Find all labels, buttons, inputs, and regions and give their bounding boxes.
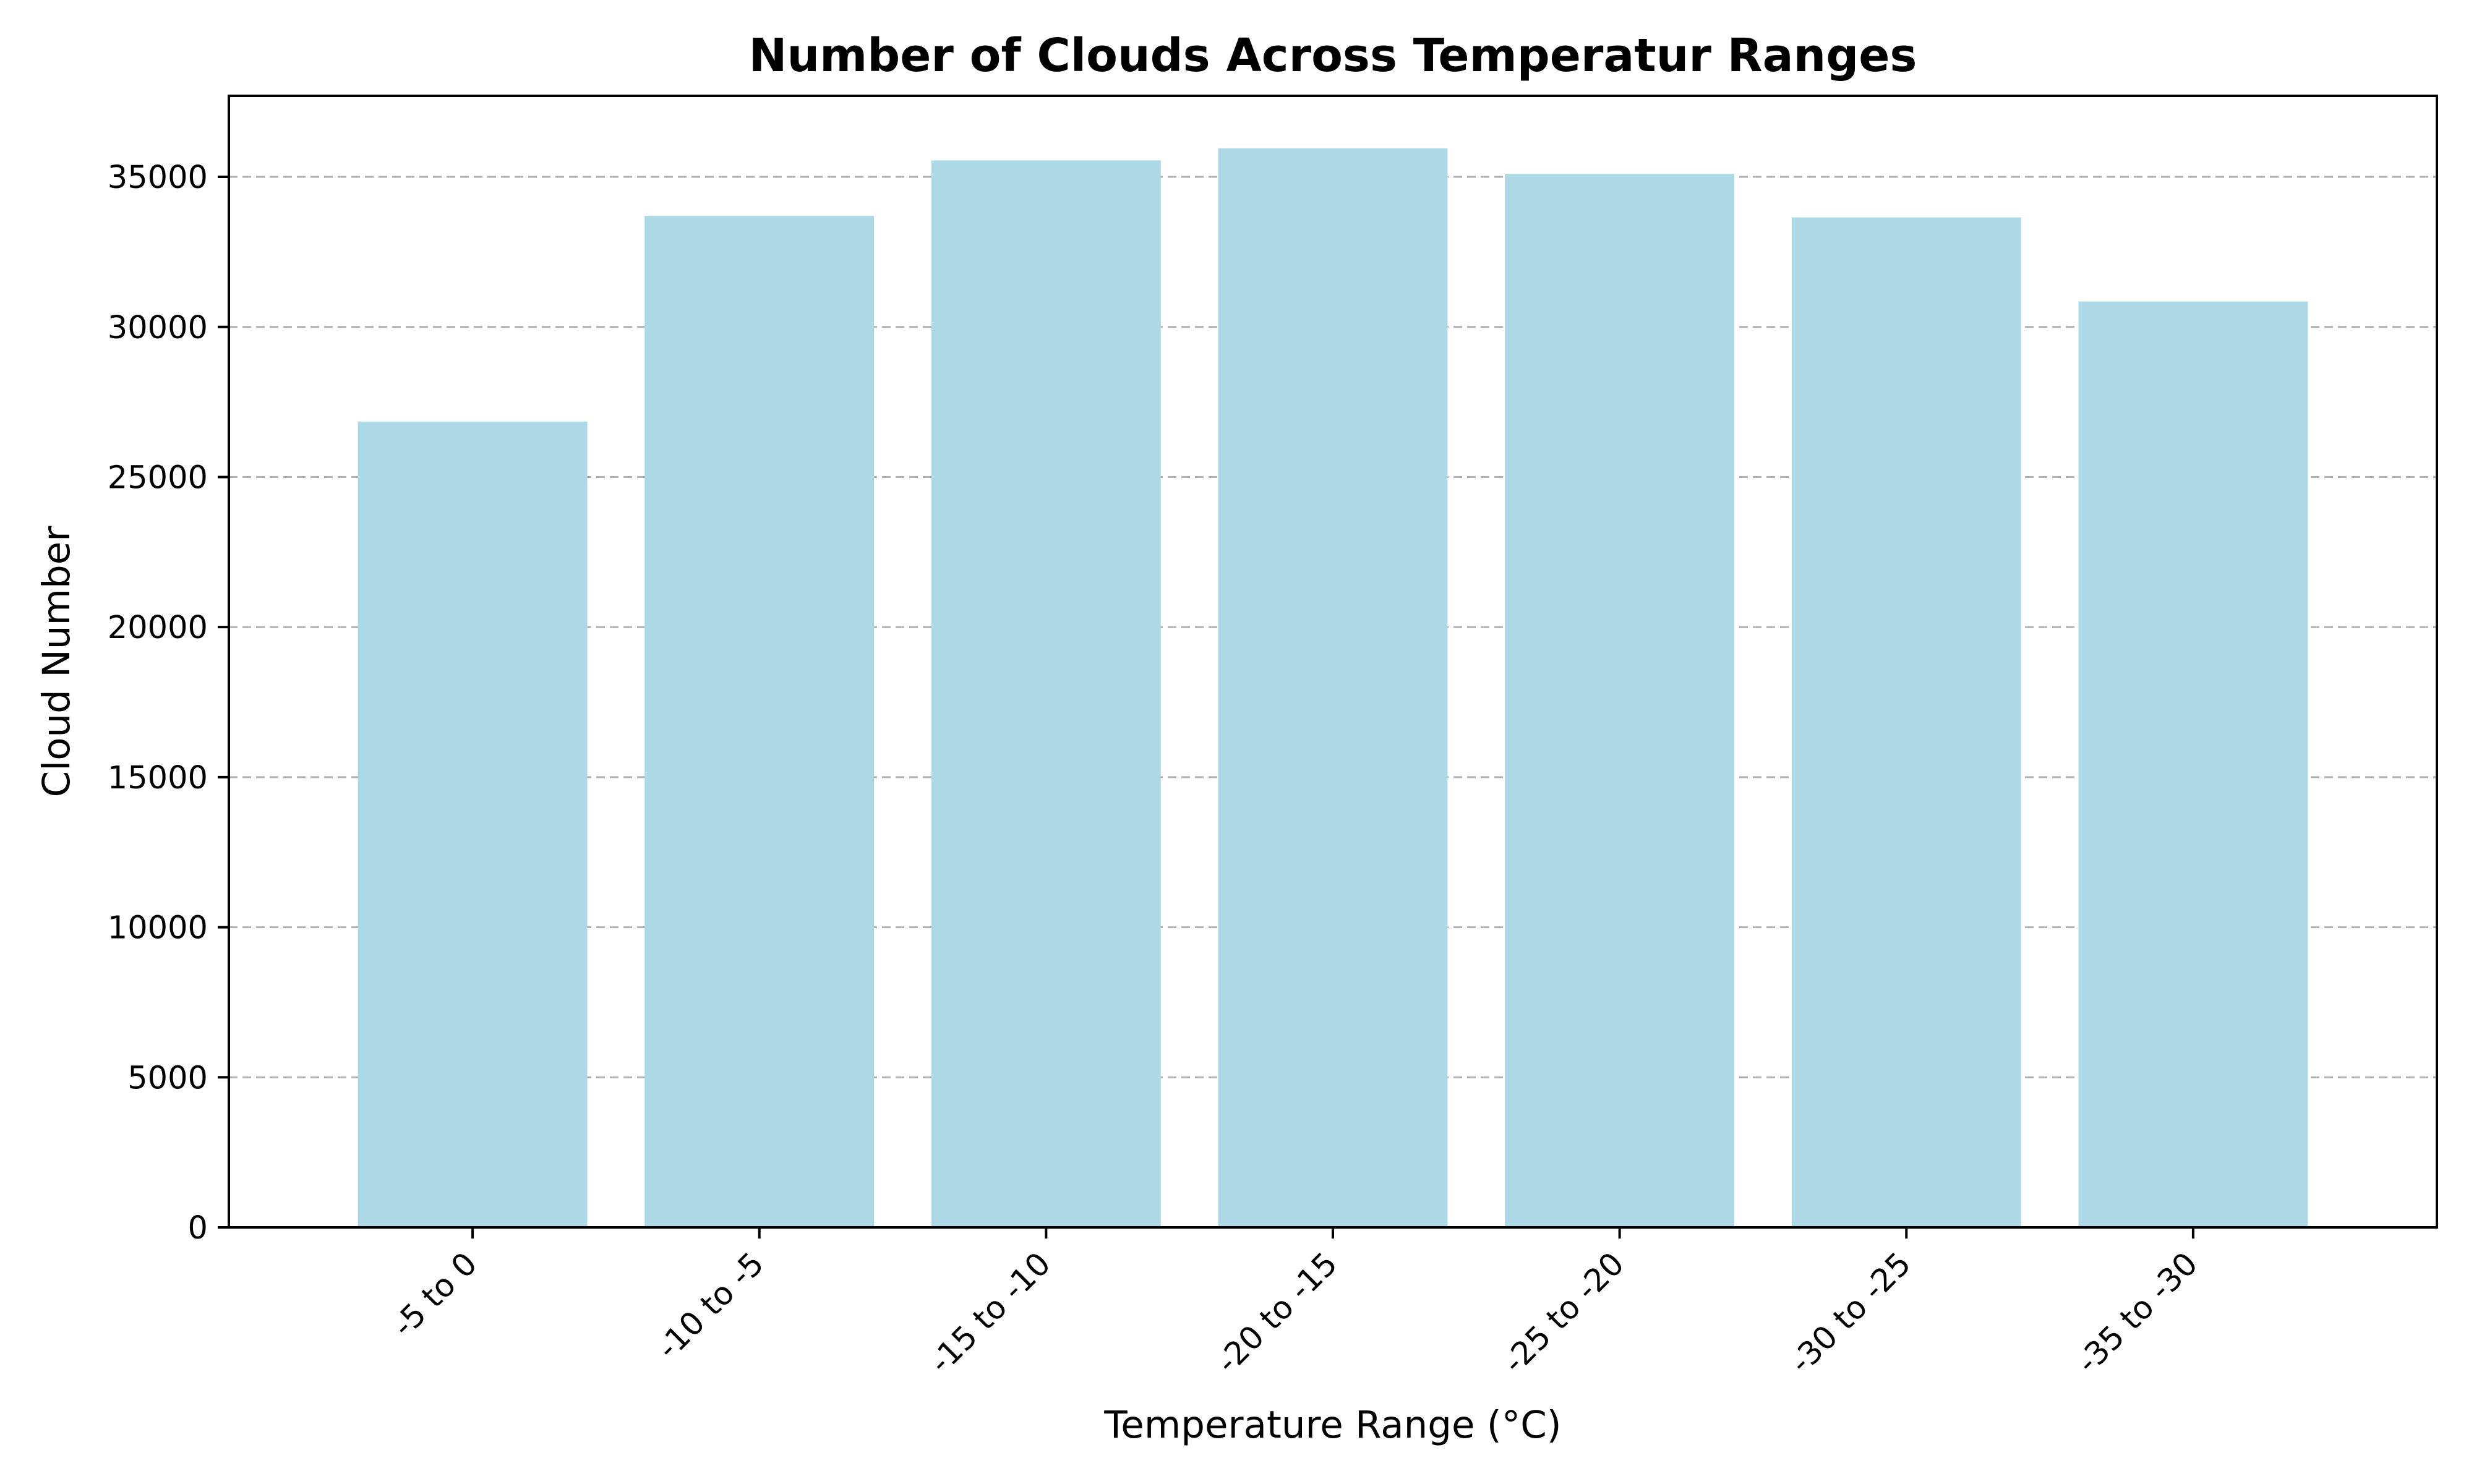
x-tick-label: -20 to -15 [1210, 1245, 1345, 1381]
bar [931, 160, 1161, 1227]
y-tick-label: 35000 [108, 160, 208, 196]
x-tick-label: -5 to 0 [386, 1245, 485, 1344]
y-axis: 0 5000 10000 15000 20000 25000 30000 35000 [108, 160, 229, 1247]
y-tick-label: 15000 [108, 760, 208, 796]
y-tick-label: 20000 [108, 610, 208, 646]
x-tick-label: -15 to -10 [923, 1245, 1058, 1381]
y-tick-label: 10000 [108, 910, 208, 947]
bars [357, 148, 2308, 1228]
x-tick-label: -25 to -20 [1496, 1245, 1632, 1381]
y-tick-label: 30000 [108, 310, 208, 346]
x-tick-label: -35 to -30 [2070, 1245, 2205, 1381]
bar [357, 421, 588, 1227]
bar [1505, 174, 1735, 1227]
y-axis-label: Cloud Number [35, 526, 79, 798]
bar [1791, 217, 2021, 1227]
x-tick-label: -10 to -5 [650, 1245, 771, 1367]
x-tick-label: -30 to -25 [1783, 1245, 1919, 1381]
x-axis: -5 to 0 -10 to -5 -15 to -10 -20 to -15 -25 … [386, 1227, 2205, 1381]
x-axis-label: Temperature Range (°C) [1103, 1403, 1561, 1447]
chart-title: Number of Clouds Across Temperatur Range… [749, 29, 1917, 82]
y-tick-label: 25000 [108, 459, 208, 496]
bar [2078, 301, 2308, 1228]
y-tick-label: 0 [188, 1210, 208, 1247]
bar [644, 216, 875, 1228]
y-tick-label: 5000 [127, 1060, 208, 1096]
bar [1218, 148, 1448, 1228]
